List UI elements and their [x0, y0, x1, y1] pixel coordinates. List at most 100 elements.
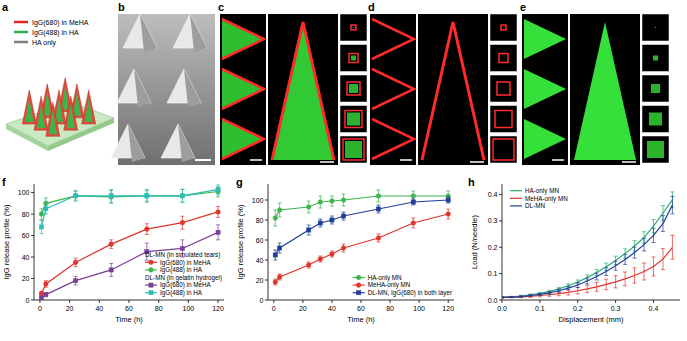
error-stem: [577, 288, 578, 294]
x-tick-label: 80: [386, 305, 394, 312]
x-tick-label: 0.0: [497, 305, 507, 312]
error-stem: [615, 276, 616, 288]
error-cap: [44, 203, 48, 204]
x-tick: [158, 300, 159, 303]
marker: [149, 283, 153, 287]
error-bar: [145, 190, 149, 201]
error-cap: [216, 206, 220, 207]
error-cap: [273, 250, 277, 251]
error-cap: [446, 219, 450, 220]
x-axis-label: Time (h): [115, 315, 143, 324]
marker: [39, 291, 44, 296]
error-cap: [180, 202, 184, 203]
x-tick-label: 40: [328, 305, 336, 312]
sem-needle-shade: [178, 124, 195, 162]
error-cap: [44, 287, 48, 288]
error-cap: [330, 196, 334, 197]
fluor-side: [522, 14, 568, 165]
error-cap: [145, 243, 149, 244]
needle-core: [85, 98, 93, 122]
error-bar: [216, 184, 220, 195]
marker: [39, 212, 44, 217]
y-tick-label: 0.0: [488, 297, 498, 304]
error-stem: [596, 282, 597, 291]
error-cap: [566, 286, 570, 287]
marker: [109, 242, 114, 247]
error-stem: [653, 228, 654, 242]
legend-label: IgG(488) in HA: [160, 289, 203, 297]
error-cap: [74, 201, 78, 202]
marker: [180, 246, 184, 250]
x-tick: [129, 300, 130, 303]
y-tick: [31, 235, 34, 236]
error-cap: [623, 272, 627, 273]
fluor-needle: [222, 19, 264, 59]
marker: [356, 283, 361, 288]
error-cap: [376, 202, 380, 203]
error-cap: [595, 282, 599, 283]
figure: abcdefghIgG(680) in MeHAIgG(488) in HAHA…: [0, 0, 687, 341]
scale-bar: [320, 161, 334, 163]
error-stem: [606, 279, 607, 290]
error-cap: [446, 197, 450, 198]
error-cap: [509, 296, 513, 297]
error-cap: [528, 293, 532, 294]
chart: 020406080100120020406080100Time (h)IgG r…: [2, 184, 224, 324]
error-bar: [642, 238, 646, 251]
fluor-core: [651, 84, 660, 93]
marker: [73, 279, 77, 283]
fluor-needle: [222, 69, 264, 109]
x-tick-label: 40: [95, 305, 103, 312]
error-bar: [595, 273, 599, 280]
error-cap: [585, 274, 589, 275]
error-bar: [39, 291, 43, 295]
error-cap: [604, 279, 608, 280]
marker: [273, 253, 277, 257]
error-bar: [109, 189, 113, 202]
error-cap: [342, 212, 346, 213]
panel-label: g: [236, 176, 243, 188]
marker: [44, 207, 48, 211]
error-bar: [623, 254, 627, 264]
plot-area: [502, 192, 674, 298]
marker: [411, 194, 416, 199]
x-tick: [577, 300, 578, 303]
error-cap: [595, 273, 599, 274]
error-cap: [576, 279, 580, 280]
x-tick: [39, 300, 40, 303]
legend: DL-MN (in simulated tears)IgG(680) in Me…: [145, 251, 222, 297]
error-stem: [549, 292, 550, 295]
x-tick-label: 20: [299, 305, 307, 312]
needle-core: [49, 110, 57, 134]
marker: [149, 260, 154, 265]
error-cap: [278, 243, 282, 244]
error-cap: [109, 203, 113, 204]
error-cap: [538, 292, 542, 293]
error-cap: [318, 262, 322, 263]
error-bar: [547, 292, 551, 295]
error-cap: [180, 216, 184, 217]
x-tick: [331, 300, 332, 303]
error-bar: [216, 186, 220, 197]
error-cap: [661, 269, 665, 270]
error-cap: [411, 191, 415, 192]
y-tick-label: 20: [22, 275, 30, 282]
error-cap: [109, 189, 113, 190]
y-tick: [31, 192, 34, 193]
error-cap: [74, 284, 78, 285]
x-tick-label: 0.3: [611, 305, 621, 312]
error-cap: [216, 224, 220, 225]
error-stem: [577, 283, 578, 288]
error-bar: [342, 194, 346, 206]
fluor-section: [490, 106, 517, 133]
error-cap: [307, 268, 311, 269]
fluor-section: [642, 45, 669, 72]
error-cap: [557, 292, 561, 293]
fluor-needle: [222, 119, 264, 159]
error-cap: [576, 293, 580, 294]
error-bar: [180, 189, 184, 202]
marker: [341, 214, 345, 218]
error-bar: [670, 196, 674, 213]
fluor-main: [418, 14, 488, 165]
marker: [330, 252, 335, 257]
